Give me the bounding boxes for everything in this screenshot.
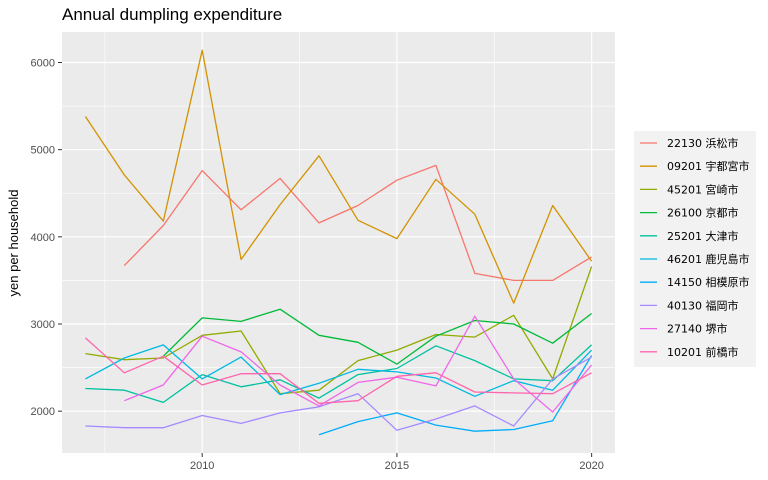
series-line-3 (85, 266, 593, 395)
legend-background (634, 131, 756, 367)
x-axis: 2010 2015 2020 (190, 453, 604, 472)
y-tick-label: 3000 (31, 319, 55, 331)
legend-label: 09201 宇都宮市 (667, 159, 750, 173)
legend-label: 27140 堺市 (667, 322, 728, 336)
legend-label: 25201 大津市 (667, 229, 739, 243)
plot-panel (62, 32, 615, 453)
legend-label: 14150 相模原市 (667, 275, 750, 289)
series-line-10 (84, 337, 592, 404)
x-tick-label: 2015 (385, 460, 409, 472)
series-line-4 (162, 308, 592, 365)
series-line-2 (84, 49, 593, 304)
legend-label: 46201 鹿児島市 (667, 252, 750, 266)
y-tick-label: 5000 (31, 145, 55, 157)
x-tick-label: 2010 (190, 460, 214, 472)
y-tick-label: 4000 (31, 232, 55, 244)
major-gridlines (62, 32, 615, 453)
series-line-5 (85, 344, 593, 404)
series-line-9 (124, 315, 593, 413)
legend-label: 40130 福岡市 (667, 298, 739, 312)
series-lines (84, 49, 593, 436)
series-line-1 (123, 164, 592, 282)
chart-title: Annual dumpling expenditure (62, 5, 282, 24)
y-axis-title: yen per household (6, 190, 21, 297)
series-line-7 (318, 355, 593, 436)
series-line-8 (85, 356, 592, 431)
y-tick-label: 2000 (31, 406, 55, 418)
legend-label: 10201 前橋市 (667, 345, 739, 359)
y-tick-label: 6000 (31, 58, 55, 70)
minor-gridlines (62, 32, 615, 453)
legend-label: 45201 宮崎市 (667, 182, 739, 196)
x-tick-label: 2020 (579, 460, 603, 472)
legend-label: 22130 浜松市 (667, 136, 739, 150)
legend-label: 26100 京都市 (667, 206, 739, 220)
series-line-6 (85, 344, 593, 397)
legend: 22130 浜松市 09201 宇都宮市 45201 宮崎市 26100 京都市 252… (634, 131, 756, 367)
y-axis: 2000 3000 4000 5000 6000 (31, 58, 62, 418)
